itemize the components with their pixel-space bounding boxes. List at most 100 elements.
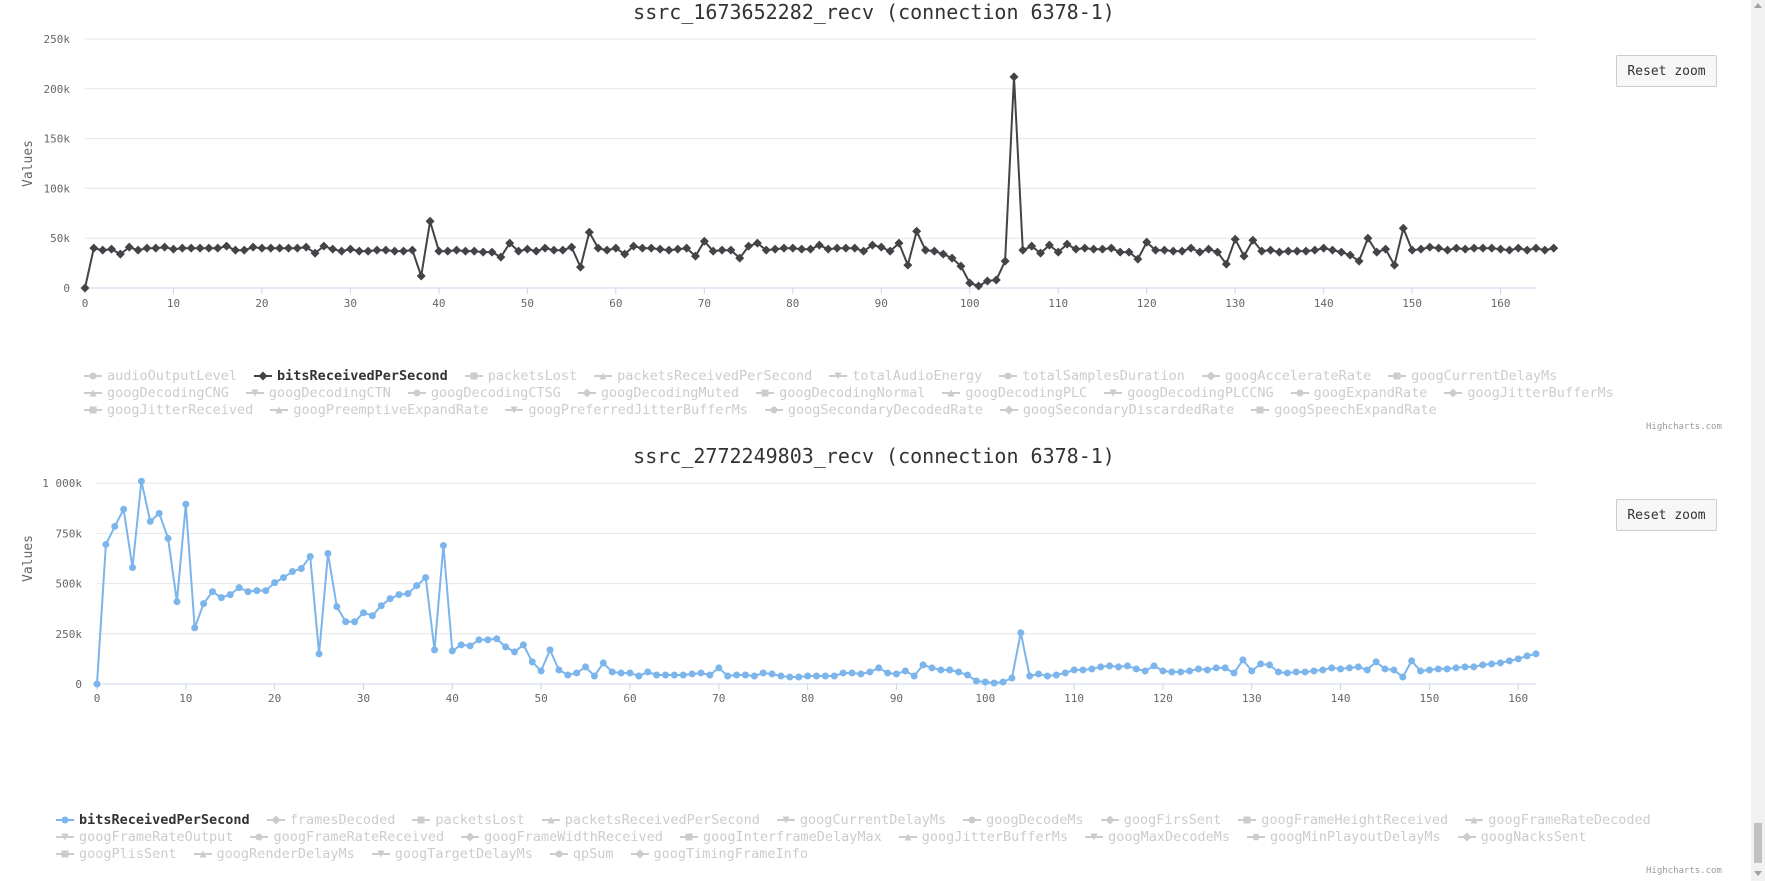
legend-marker-shape[interactable] [547, 816, 555, 824]
data-point[interactable] [929, 246, 939, 256]
legend-marker-shape[interactable] [61, 833, 69, 841]
data-point[interactable] [770, 244, 780, 254]
data-point[interactable] [1301, 246, 1311, 256]
data-point[interactable] [1026, 672, 1034, 680]
data-point[interactable] [80, 283, 90, 293]
data-point[interactable] [1257, 246, 1267, 256]
data-point[interactable] [947, 253, 957, 263]
legend-marker-shape[interactable] [1462, 832, 1472, 842]
data-point[interactable] [1505, 657, 1513, 665]
data-point[interactable] [741, 671, 749, 679]
data-point[interactable] [1053, 247, 1063, 257]
legend-item[interactable]: totalSamplesDuration [999, 368, 1185, 384]
data-point[interactable] [1390, 666, 1398, 674]
data-point[interactable] [1363, 666, 1371, 674]
legend-item[interactable]: googExpandRate [1290, 385, 1427, 401]
data-point[interactable] [1133, 254, 1143, 264]
data-point[interactable] [1443, 245, 1453, 255]
data-point[interactable] [664, 245, 674, 255]
data-point[interactable] [1274, 247, 1284, 257]
data-point[interactable] [235, 584, 243, 592]
data-point[interactable] [204, 243, 214, 253]
data-point[interactable] [859, 246, 869, 256]
data-point[interactable] [955, 668, 963, 676]
data-point[interactable] [354, 246, 364, 256]
data-point[interactable] [1354, 256, 1364, 266]
data-point[interactable] [173, 598, 181, 606]
data-point[interactable] [1142, 237, 1152, 247]
data-point[interactable] [655, 244, 665, 254]
data-point[interactable] [965, 278, 975, 288]
legend-marker-shape[interactable] [271, 815, 281, 825]
data-point[interactable] [602, 245, 612, 255]
legend-item[interactable]: googJitterReceived [84, 402, 253, 418]
data-point[interactable] [297, 565, 305, 573]
data-point[interactable] [1150, 662, 1158, 670]
data-point[interactable] [182, 500, 190, 508]
data-point[interactable] [120, 505, 128, 513]
data-point[interactable] [717, 245, 727, 255]
data-point[interactable] [1168, 668, 1176, 676]
data-point[interactable] [1283, 669, 1291, 677]
data-point[interactable] [761, 245, 771, 255]
data-point[interactable] [155, 509, 163, 517]
data-point[interactable] [226, 591, 234, 599]
data-point[interactable] [608, 668, 616, 676]
data-point[interactable] [1036, 248, 1046, 258]
data-point[interactable] [1027, 241, 1037, 251]
data-point[interactable] [1425, 666, 1433, 674]
legend-marker-shape[interactable] [1243, 816, 1251, 824]
data-point[interactable] [386, 595, 394, 603]
data-point[interactable] [1123, 662, 1131, 670]
data-point[interactable] [1061, 669, 1069, 677]
legend-marker-shape[interactable] [1090, 833, 1098, 841]
legend-item[interactable]: googJitterBufferMs [898, 829, 1068, 845]
reset-zoom-button-2[interactable]: Reset zoom [1616, 499, 1717, 531]
legend-item[interactable]: googInterframeDelayMax [679, 829, 882, 845]
data-point[interactable] [1488, 660, 1496, 668]
data-point[interactable] [333, 603, 341, 611]
data-point[interactable] [191, 624, 199, 632]
data-point[interactable] [1194, 665, 1202, 673]
data-point[interactable] [1177, 668, 1185, 676]
data-point[interactable] [1115, 247, 1125, 257]
data-point[interactable] [813, 672, 820, 680]
data-point[interactable] [1151, 245, 1161, 255]
data-point[interactable] [797, 244, 807, 254]
data-point[interactable] [133, 245, 143, 255]
legend-marker-shape[interactable] [61, 816, 69, 824]
reset-zoom-button-1[interactable]: Reset zoom [1616, 55, 1717, 87]
legend-marker-shape[interactable] [413, 389, 421, 397]
legend-marker-shape[interactable] [417, 816, 425, 824]
legend-marker-shape[interactable] [947, 389, 955, 397]
legend-marker-shape[interactable] [1105, 815, 1115, 825]
data-point[interactable] [972, 677, 980, 685]
legend-marker-shape[interactable] [1109, 389, 1117, 397]
legend-item[interactable]: googDecodingCTSG [407, 385, 561, 401]
data-point[interactable] [230, 245, 240, 255]
data-point[interactable] [160, 242, 170, 252]
data-point[interactable] [115, 249, 125, 259]
data-point[interactable] [129, 564, 137, 572]
legend-item[interactable]: googAccelerateRate [1201, 368, 1371, 384]
data-point[interactable] [1035, 670, 1043, 678]
data-point[interactable] [832, 243, 842, 253]
data-point[interactable] [266, 243, 276, 253]
legend-item[interactable]: googMinPlayoutDelayMs [1246, 829, 1441, 845]
legend-item[interactable]: googFrameHeightReceived [1238, 812, 1448, 828]
data-point[interactable] [1425, 242, 1435, 252]
data-point[interactable] [857, 670, 865, 678]
legend-item[interactable]: googDecodingCTN [245, 385, 391, 401]
data-point[interactable] [1372, 658, 1380, 666]
data-point[interactable] [1310, 667, 1318, 675]
data-point[interactable] [1513, 243, 1523, 253]
data-point[interactable] [1398, 223, 1408, 233]
data-point[interactable] [982, 276, 992, 286]
data-point[interactable] [1460, 244, 1470, 254]
data-point[interactable] [1478, 243, 1488, 253]
data-point[interactable] [1274, 668, 1282, 676]
data-point[interactable] [946, 666, 954, 674]
data-point[interactable] [1018, 245, 1028, 255]
data-point[interactable] [475, 636, 483, 644]
legend-marker-shape[interactable] [255, 833, 263, 841]
